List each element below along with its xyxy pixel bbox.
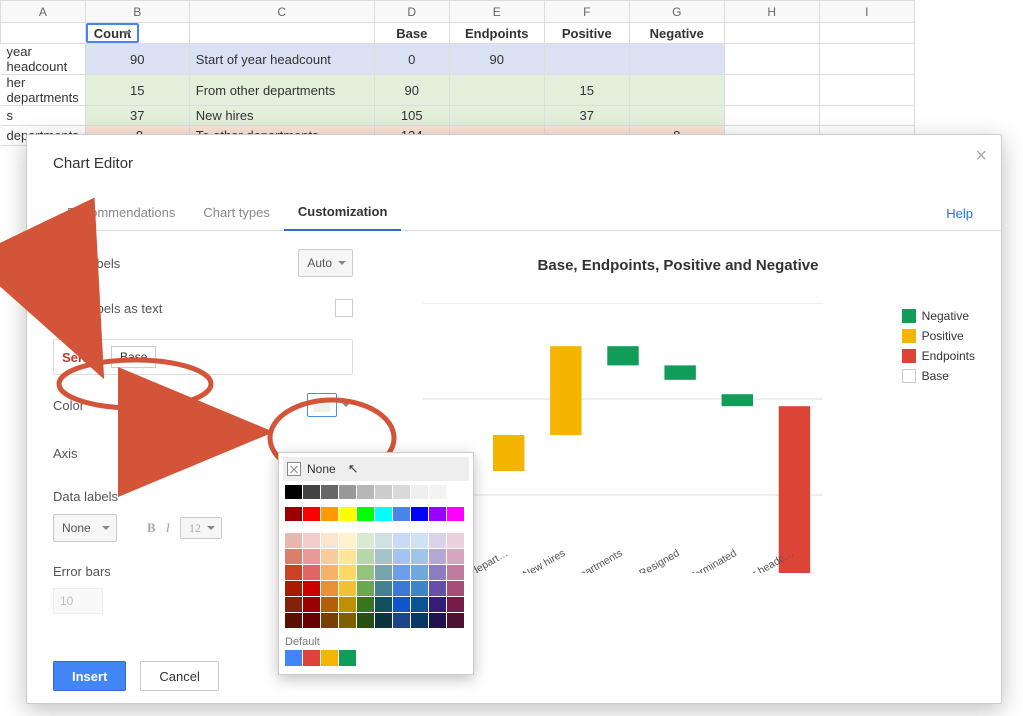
tab-chart-types[interactable]: Chart types: [189, 197, 283, 230]
slant-labels-select[interactable]: Auto: [298, 249, 353, 277]
chart-title: Base, Endpoints, Positive and Negative: [381, 257, 975, 274]
series-selector[interactable]: Series Base: [53, 339, 353, 375]
help-link[interactable]: Help: [944, 198, 975, 229]
default-label: Default: [283, 632, 469, 650]
sheet-table[interactable]: ABCDEFGHI CountBaseEndpointsPositiveNega…: [0, 0, 915, 146]
color-picker-popover[interactable]: None Default: [278, 452, 474, 675]
data-labels-select[interactable]: None: [53, 514, 117, 542]
svg-text:New hires: New hires: [521, 547, 567, 573]
series-value[interactable]: Base: [111, 346, 156, 368]
tab-customization[interactable]: Customization: [284, 196, 402, 231]
bold-icon[interactable]: B: [147, 520, 156, 536]
svg-text:Resigned: Resigned: [637, 547, 682, 573]
main-palette[interactable]: [283, 529, 469, 632]
spreadsheet: ABCDEFGHI CountBaseEndpointsPositiveNega…: [0, 0, 915, 146]
slant-labels-label: Slant labels: [53, 256, 298, 271]
bright-palette[interactable]: [283, 503, 469, 525]
color-label: Color: [53, 398, 307, 413]
treat-labels-checkbox[interactable]: [335, 299, 353, 317]
cursor-icon: [348, 461, 362, 477]
color-swatch-button[interactable]: [307, 393, 337, 417]
error-bars-input[interactable]: [53, 588, 103, 614]
treat-labels-label: Treat labels as text: [53, 301, 335, 316]
chart-editor-dialog: × Chart Editor Recommendations Chart typ…: [26, 134, 1002, 704]
color-none-option[interactable]: None: [283, 457, 469, 481]
gray-palette[interactable]: [283, 481, 469, 503]
default-palette[interactable]: [283, 650, 469, 670]
axis-label: Axis: [53, 446, 293, 461]
tab-recommendations[interactable]: Recommendations: [53, 197, 189, 230]
cancel-button[interactable]: Cancel: [140, 661, 218, 691]
none-icon: [287, 462, 301, 476]
chart-legend: NegativePositiveEndpointsBase: [902, 309, 975, 389]
italic-icon[interactable]: I: [166, 520, 170, 536]
dialog-title: Chart Editor: [27, 135, 1001, 172]
close-icon[interactable]: ×: [975, 145, 987, 168]
svg-text:Terminated: Terminated: [688, 547, 739, 573]
series-label: Series: [62, 350, 101, 365]
tabs: Recommendations Chart types Customizatio…: [27, 172, 1001, 231]
font-size-select[interactable]: 12: [180, 517, 222, 539]
insert-button[interactable]: Insert: [53, 661, 126, 691]
